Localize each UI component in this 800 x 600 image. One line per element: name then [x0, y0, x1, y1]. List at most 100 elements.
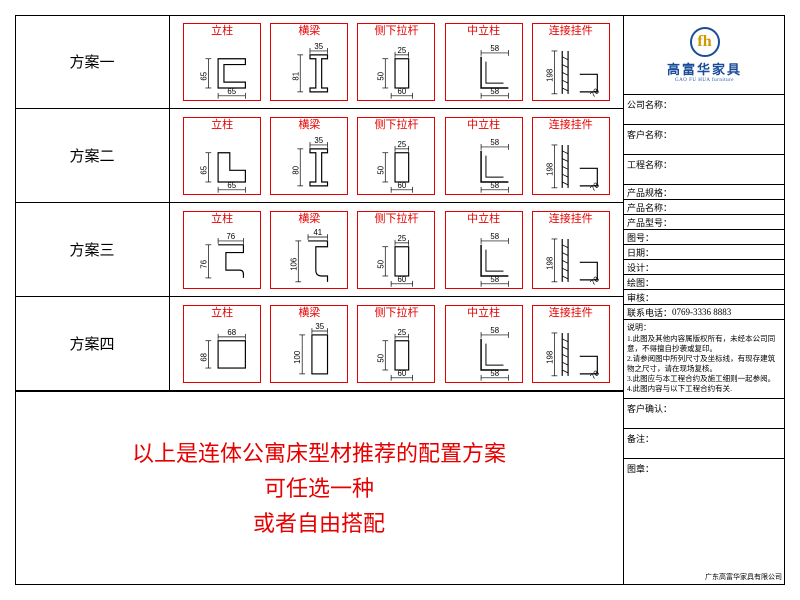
- profile-title: 中立柱: [467, 120, 500, 131]
- stamp-label: 图章：: [627, 462, 654, 475]
- svg-text:68: 68: [200, 352, 209, 361]
- profile-box: 横梁 81 35: [270, 23, 348, 101]
- profile-title: 侧下拉杆: [374, 214, 418, 225]
- svg-text:81: 81: [292, 71, 301, 80]
- svg-text:58: 58: [490, 137, 499, 146]
- profile-title: 横梁: [298, 26, 320, 37]
- svg-text:58: 58: [490, 180, 499, 189]
- phone-value: 0769-3336 8883: [672, 307, 731, 317]
- model-label: 产品型号：: [627, 216, 672, 229]
- profile-title: 横梁: [298, 308, 320, 319]
- profile-box: 立柱 76 76: [183, 211, 261, 289]
- summary-line2: 可任选一种: [264, 471, 374, 506]
- profile-title: 立柱: [211, 214, 233, 225]
- company-field: 公司名称： 广东高富华家具有限公司: [624, 95, 785, 125]
- customer-label: 客户名称：: [627, 128, 672, 141]
- brand-logo-cell: fh 高富华家具 GAO FU HUA furniture: [624, 15, 785, 95]
- profile-box: 横梁 80 35: [270, 117, 348, 195]
- remark-field: 备注：: [624, 429, 785, 459]
- note-1: 1.此图及其他内容属版权所有，未经本公司同意，不得擅自抄袭或复印。: [627, 334, 782, 354]
- svg-text:25: 25: [398, 233, 407, 242]
- svg-text:58: 58: [490, 368, 499, 377]
- profile-box: 侧下拉杆 50 25 60: [357, 305, 435, 383]
- note-3: 3.此图应与本工程合约及施工细则一起参阅。: [627, 374, 782, 384]
- svg-text:50: 50: [377, 165, 386, 174]
- confirm-field: 客户确认：: [624, 399, 785, 429]
- main-drawing-area: 方案一 立柱 65 65 横梁 81 35 侧下拉杆: [15, 15, 623, 585]
- drawingno-field: 图号：: [624, 230, 785, 245]
- svg-text:78: 78: [588, 180, 600, 192]
- profile-title: 横梁: [298, 120, 320, 131]
- profile-title: 立柱: [211, 26, 233, 37]
- notes-cell: 说明： 1.此图及其他内容属版权所有，未经本公司同意，不得擅自抄袭或复印。 2.…: [624, 320, 785, 399]
- model-field: 产品型号：: [624, 215, 785, 230]
- profile-box: 横梁 100 35: [270, 305, 348, 383]
- profile-list: 立柱 76 76 横梁 106 41 侧下拉杆 50: [170, 203, 623, 296]
- plan-label: 方案三: [15, 203, 170, 296]
- customer-field: 客户名称：: [624, 125, 785, 155]
- profile-title: 连接挂件: [549, 214, 593, 225]
- svg-text:58: 58: [490, 231, 499, 240]
- profile-box: 连接挂件 19878: [532, 117, 610, 195]
- project-field: 工程名称：: [624, 155, 785, 185]
- date-label: 日期：: [627, 246, 654, 259]
- profile-title: 横梁: [298, 214, 320, 225]
- svg-text:35: 35: [315, 42, 324, 51]
- drawingno-label: 图号：: [627, 231, 654, 244]
- svg-text:198: 198: [545, 68, 554, 81]
- company-label: 公司名称：: [627, 98, 672, 111]
- checker-label: 审核：: [627, 291, 654, 304]
- drawer-field: 绘图：: [624, 275, 785, 290]
- svg-text:25: 25: [398, 45, 407, 54]
- profile-box: 侧下拉杆 50 25 60: [357, 23, 435, 101]
- designer-field: 设计：: [624, 260, 785, 275]
- notes-title: 说明：: [627, 323, 782, 334]
- svg-text:25: 25: [398, 327, 407, 336]
- profile-box: 侧下拉杆 50 25 60: [357, 117, 435, 195]
- remark-label: 备注：: [627, 432, 654, 445]
- svg-text:65: 65: [228, 180, 237, 189]
- profile-box: 立柱 65 65: [183, 23, 261, 101]
- summary-line1: 以上是连体公寓床型材推荐的配置方案: [132, 436, 506, 471]
- note-4: 4.此图内容与以下工程合约有关.: [627, 384, 782, 394]
- svg-text:198: 198: [545, 350, 554, 363]
- svg-text:58: 58: [490, 325, 499, 334]
- confirm-label: 客户确认：: [627, 402, 672, 415]
- svg-text:25: 25: [398, 139, 407, 148]
- svg-text:58: 58: [490, 274, 499, 283]
- profile-list: 立柱 65 65 横梁 80 35 侧下拉杆 50 2: [170, 109, 623, 202]
- profile-box: 立柱 68 68: [183, 305, 261, 383]
- title-block: fh 高富华家具 GAO FU HUA furniture 公司名称： 广东高富…: [623, 15, 785, 585]
- svg-text:58: 58: [490, 43, 499, 52]
- svg-text:198: 198: [545, 162, 554, 175]
- svg-text:76: 76: [227, 231, 236, 240]
- profile-title: 侧下拉杆: [374, 120, 418, 131]
- profile-box: 横梁 106 41: [270, 211, 348, 289]
- svg-text:50: 50: [377, 71, 386, 80]
- svg-text:65: 65: [200, 165, 209, 174]
- svg-text:50: 50: [377, 259, 386, 268]
- profile-title: 侧下拉杆: [374, 308, 418, 319]
- note-2: 2.请参阅图中所列尺寸及坐标线，有现存建筑物之尺寸，请在现场复核。: [627, 354, 782, 374]
- profile-title: 连接挂件: [549, 308, 593, 319]
- svg-text:58: 58: [490, 86, 499, 95]
- svg-text:198: 198: [545, 256, 554, 269]
- spec-field: 产品规格：: [624, 185, 785, 200]
- svg-text:60: 60: [398, 274, 407, 283]
- designer-label: 设计：: [627, 261, 654, 274]
- drawer-label: 绘图：: [627, 276, 654, 289]
- svg-text:50: 50: [377, 353, 386, 362]
- plan-label: 方案一: [15, 15, 170, 108]
- svg-text:65: 65: [200, 71, 209, 80]
- stamp-field: 图章：: [624, 459, 785, 514]
- svg-text:100: 100: [294, 350, 303, 364]
- profile-title: 立柱: [211, 120, 233, 131]
- profile-box: 连接挂件 19878: [532, 305, 610, 383]
- drawing-sheet: 方案一 立柱 65 65 横梁 81 35 侧下拉杆: [0, 0, 800, 600]
- profile-box: 中立柱 58 58: [445, 211, 523, 289]
- profile-box: 中立柱 58 58: [445, 23, 523, 101]
- summary-note: 以上是连体公寓床型材推荐的配置方案 可任选一种 或者自由搭配: [15, 391, 623, 585]
- plan-row: 方案四 立柱 68 68 横梁 100 35 侧下拉杆: [15, 297, 623, 391]
- profile-title: 侧下拉杆: [374, 26, 418, 37]
- profile-box: 中立柱 58 58: [445, 117, 523, 195]
